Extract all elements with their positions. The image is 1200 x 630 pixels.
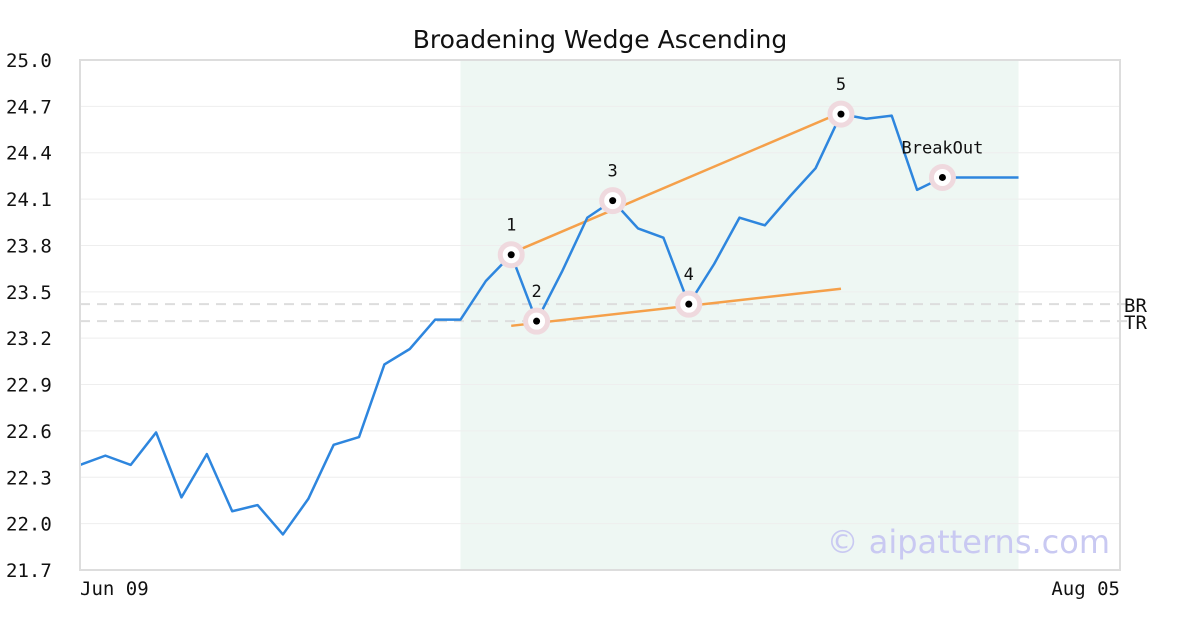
pivot-label: BreakOut bbox=[901, 138, 983, 158]
pivot-label: 3 bbox=[608, 162, 618, 182]
x-tick-label: Aug 05 bbox=[1051, 578, 1120, 600]
pivot-label: 1 bbox=[506, 216, 516, 236]
y-tick-label: 22.9 bbox=[6, 375, 52, 397]
labels-layer: 25.0 24.7 24.4 24.1 23.8 23.5 23.2 22.9 22.6 22.3… bbox=[6, 50, 1147, 600]
x-tick-label: Jun 09 bbox=[80, 578, 149, 600]
y-tick-label: 24.1 bbox=[6, 189, 52, 211]
series-layer bbox=[79, 112, 1019, 536]
y-tick-label: 24.4 bbox=[6, 143, 52, 165]
level-label-br: BR bbox=[1124, 295, 1147, 317]
y-tick-label: 23.5 bbox=[6, 282, 52, 304]
pivot-marker-dot bbox=[938, 173, 946, 181]
pivot-marker-dot bbox=[837, 110, 845, 118]
y-tick-label: 24.7 bbox=[6, 96, 52, 118]
pivot-label: 2 bbox=[531, 282, 541, 302]
y-tick-label: 21.7 bbox=[6, 560, 52, 582]
pivot-marker-dot bbox=[609, 197, 617, 205]
level-label-tr: TR bbox=[1124, 312, 1147, 334]
chart-background-layer bbox=[460, 60, 1019, 570]
price-line bbox=[79, 112, 1019, 536]
y-tick-label: 22.6 bbox=[6, 421, 52, 443]
pivot-marker-dot bbox=[533, 317, 541, 325]
pivot-marker-dot bbox=[507, 251, 515, 259]
y-tick-label: 23.8 bbox=[6, 235, 52, 257]
grid-layer bbox=[80, 59, 1120, 571]
plot-frame bbox=[79, 59, 1121, 571]
y-tick-label: 25.0 bbox=[6, 50, 52, 72]
y-tick-label: 22.3 bbox=[6, 467, 52, 489]
markers-layer bbox=[497, 100, 956, 335]
chart-title: Broadening Wedge Ascending bbox=[413, 25, 788, 54]
pivot-marker-dot bbox=[685, 300, 693, 308]
pivot-label: 4 bbox=[684, 265, 694, 285]
y-tick-label: 22.0 bbox=[6, 514, 52, 536]
pattern-highlight-band bbox=[460, 60, 1019, 570]
y-tick-label: 23.2 bbox=[6, 328, 52, 350]
watermark: © aipatterns.com bbox=[827, 523, 1110, 561]
level-lines-layer bbox=[80, 303, 1130, 323]
pivot-label: 5 bbox=[836, 75, 846, 95]
upper-trendline bbox=[510, 111, 842, 255]
